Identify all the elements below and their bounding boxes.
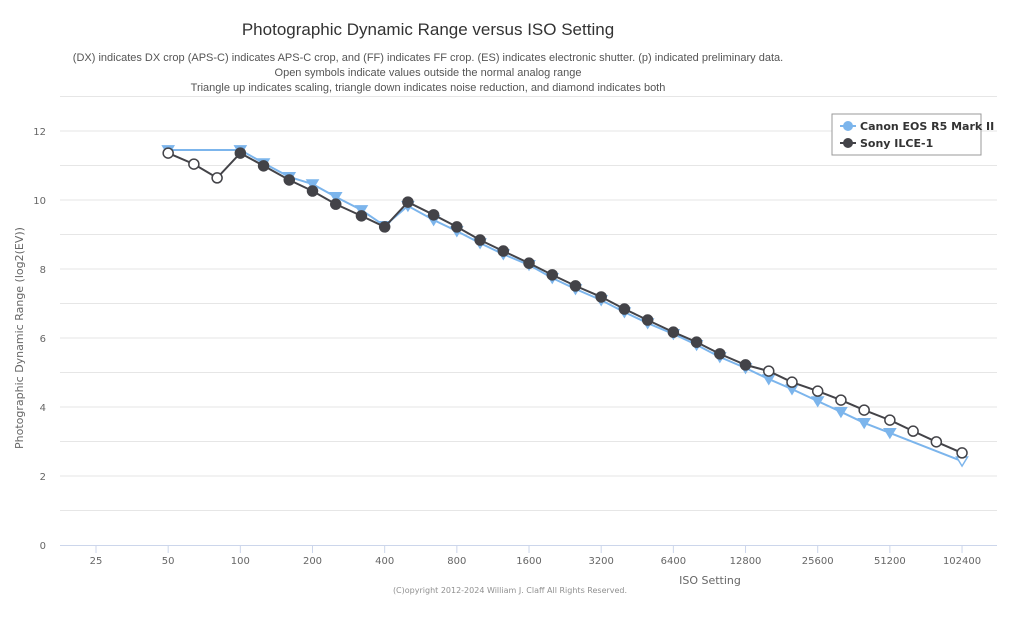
series-sony [162,147,968,459]
x-tick-label: 50 [162,556,175,567]
y-tick-label: 0 [40,541,46,552]
data-point[interactable] [329,198,342,210]
data-point[interactable] [835,394,847,406]
x-tick-label: 25 [90,556,103,567]
data-point[interactable] [857,417,871,430]
data-point[interactable] [786,376,798,388]
copyright-credit: (C)opyright 2012-2024 William J. Claff A… [393,586,627,595]
x-tick-label: 400 [375,556,394,567]
data-point[interactable] [739,359,752,371]
data-point[interactable] [523,257,535,269]
x-tick-label: 12800 [730,556,762,567]
data-point[interactable] [907,425,919,437]
grid-lines [60,96,997,511]
y-axis-ticks: 0 2 4 6 8 10 12 [33,127,46,552]
data-point[interactable] [305,179,320,191]
data-point[interactable] [763,365,775,377]
series-layer [161,145,969,468]
y-tick-label: 12 [33,127,46,138]
data-point[interactable] [956,447,968,459]
legend-marker-sony [843,138,853,148]
chart-title: Photographic Dynamic Range versus ISO Se… [242,20,614,39]
data-point[interactable] [306,185,319,197]
x-tick-label: 25600 [802,556,834,567]
data-point[interactable] [714,348,726,360]
data-point[interactable] [884,414,896,426]
data-point[interactable] [451,221,463,233]
x-tick-label: 100 [231,556,250,567]
data-point[interactable] [188,158,200,170]
data-point[interactable] [834,406,848,419]
y-tick-label: 4 [40,403,46,414]
x-axis: 25 50 100 200 400 800 1600 3200 6400 12800 25600 51… [60,545,997,567]
x-tick-label: 200 [303,556,322,567]
data-point[interactable] [427,209,440,221]
data-point[interactable] [546,269,559,281]
data-point[interactable] [378,221,391,233]
y-tick-label: 8 [40,265,46,276]
y-tick-label: 2 [40,472,46,483]
x-axis-title: ISO Setting [679,574,741,587]
x-tick-label: 51200 [874,556,906,567]
data-point[interactable] [810,396,825,408]
data-point[interactable] [234,147,247,159]
data-point[interactable] [930,436,943,448]
data-point[interactable] [474,234,486,246]
data-point[interactable] [497,245,510,257]
x-tick-label: 102400 [943,556,981,567]
data-point[interactable] [162,147,174,159]
data-point[interactable] [883,428,897,440]
data-point[interactable] [618,303,631,315]
data-point[interactable] [811,385,824,397]
data-point[interactable] [257,160,270,172]
x-tick-label: 6400 [661,556,686,567]
legend-label-sony: Sony ILCE-1 [860,137,933,150]
data-point[interactable] [667,326,680,338]
data-point[interactable] [328,192,343,204]
legend-label-canon: Canon EOS R5 Mark II [860,120,994,133]
data-point[interactable] [569,280,582,292]
data-point[interactable] [595,291,607,303]
chart-subtitle-line-2: Open symbols indicate values outside the… [275,67,582,79]
legend-item-canon[interactable]: Canon EOS R5 Mark II [840,120,994,133]
series-line [167,151,963,454]
legend-box [831,113,982,156]
y-tick-label: 10 [33,196,46,207]
legend-marker-canon [843,121,853,131]
chart-subtitle-line-1: (DX) indicates DX crop (APS-C) indicates… [73,52,783,64]
x-tick-label: 800 [447,556,466,567]
data-point[interactable] [641,314,654,326]
x-tick-label: 3200 [588,556,613,567]
data-point[interactable] [355,210,368,222]
y-axis-title: Photographic Dynamic Range (log2(EV)) [13,227,26,449]
data-point[interactable] [690,336,703,348]
data-point[interactable] [402,196,414,208]
data-point[interactable] [283,174,296,186]
legend-item-sony[interactable]: Sony ILCE-1 [840,137,933,150]
chart-subtitle-line-3: Triangle up indicates scaling, triangle … [191,82,666,94]
data-point[interactable] [858,404,870,416]
x-tick-label: 1600 [516,556,541,567]
data-point[interactable] [211,172,223,184]
series-canon [161,145,969,468]
y-tick-label: 6 [40,334,46,345]
legend: Canon EOS R5 Mark II Sony ILCE-1 [831,113,994,156]
